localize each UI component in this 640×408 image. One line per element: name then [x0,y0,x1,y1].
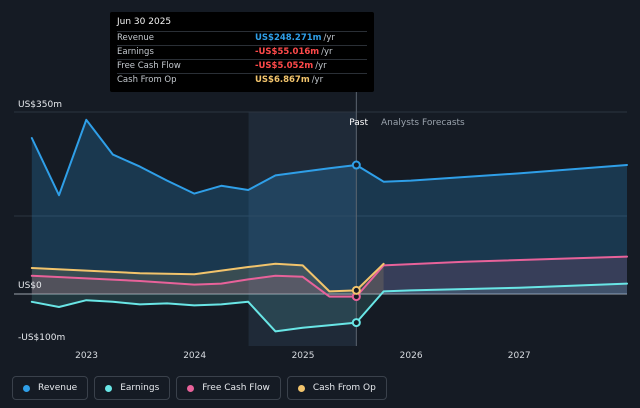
series-area-free-cash-flow [31,256,628,297]
past-highlight-band [248,112,357,346]
x-tick-label: 2024 [183,351,206,361]
legend-item-earnings[interactable]: Earnings [94,376,171,400]
chart-legend: Revenue Earnings Free Cash Flow Cash Fro… [12,376,387,400]
series-line-revenue [30,118,628,197]
legend-dot-icon [297,384,305,392]
tooltip-row-free-cash-flow: Free Cash Flow -US$5.052m /yr [117,59,367,73]
legend-item-cash-from-op[interactable]: Cash From Op [286,376,387,400]
legend-label: Revenue [38,383,78,393]
series-line-earnings [30,282,628,333]
tooltip-row-earnings: Earnings -US$55.016m /yr [117,45,367,59]
tooltip-row-cash-from-op: Cash From Op US$6.867m /yr [117,73,367,87]
tooltip-row-revenue: Revenue US$248.271m /yr [117,31,367,45]
legend-item-free-cash-flow[interactable]: Free Cash Flow [176,376,281,400]
tooltip-label: Free Cash Flow [117,61,181,71]
legend-item-revenue[interactable]: Revenue [12,376,89,400]
past-label: Past [349,118,368,128]
legend-dot-icon [23,384,30,392]
y-label-bottom: -US$100m [18,333,65,343]
x-tick-label: 2027 [508,351,531,361]
tooltip-value: US$248.271m [255,33,322,43]
x-tick-label: 2026 [400,351,423,361]
legend-dot-icon [187,384,195,392]
tooltip-label: Revenue [117,33,155,43]
marker-revenue [351,160,361,170]
legend-label: Cash From Op [312,383,376,393]
forecast-label: Analysts Forecasts [381,118,465,128]
series-area-revenue [31,119,628,294]
x-tick-label: 2025 [292,351,315,361]
marker-cash-from-op [351,285,361,295]
tooltip-value: US$6.867m [255,75,310,85]
tooltip-label: Earnings [117,47,154,57]
x-tick-label: 2023 [75,351,98,361]
series-line-free-cash-flow [30,255,628,298]
tooltip-unit: /yr [315,61,327,71]
data-tooltip: Jun 30 2025 Revenue US$248.271m /yr Earn… [110,12,374,92]
tooltip-unit: /yr [323,33,335,43]
series-line-cash-from-op [30,262,385,293]
tooltip-date: Jun 30 2025 [117,17,172,27]
tooltip-unit: /yr [321,47,333,57]
legend-label: Earnings [120,383,160,393]
legend-dot-icon [105,384,113,392]
y-label-zero: US$0 [18,281,42,291]
tooltip-value: -US$55.016m [255,47,320,57]
series-area-earnings [31,283,628,332]
tooltip-label: Cash From Op [117,75,177,85]
tooltip-value: -US$5.052m [255,61,314,71]
marker-earnings [351,318,361,328]
legend-label: Free Cash Flow [202,383,270,393]
tooltip-unit: /yr [311,75,324,85]
series-area-cash-from-op [31,263,384,294]
y-label-top: US$350m [18,100,62,110]
